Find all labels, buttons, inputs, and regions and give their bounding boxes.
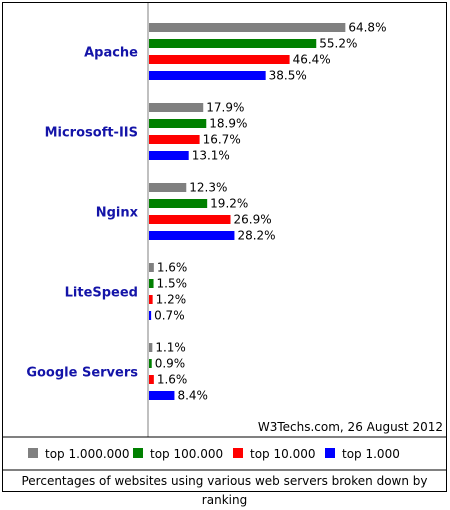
data-label: 0.9% — [155, 357, 186, 371]
bar — [149, 71, 266, 80]
bar — [149, 151, 189, 160]
data-label: 26.9% — [234, 213, 272, 227]
data-label: 1.6% — [157, 373, 188, 387]
bar — [149, 311, 152, 320]
bar — [149, 119, 207, 128]
bar — [149, 183, 187, 192]
data-label: 1.6% — [157, 261, 188, 275]
bar — [149, 135, 200, 144]
data-label: 0.7% — [154, 309, 185, 323]
bar — [149, 343, 153, 352]
data-label: 1.2% — [156, 293, 187, 307]
category-label: LiteSpeed — [65, 286, 138, 301]
bar — [149, 279, 154, 288]
chart-frame — [2, 2, 447, 492]
credit-text: W3Techs.com, 26 August 2012 — [258, 420, 443, 434]
chart-caption: Percentages of websites using various we… — [21, 474, 428, 507]
bar — [149, 295, 153, 304]
data-label: 17.9% — [206, 101, 244, 115]
data-label: 28.2% — [237, 229, 275, 243]
data-label: 1.1% — [155, 341, 186, 355]
bar — [149, 231, 235, 240]
data-label: 64.8% — [348, 21, 386, 35]
data-label: 19.2% — [210, 197, 248, 211]
bar — [149, 215, 231, 224]
data-label: 13.1% — [192, 149, 230, 163]
bar — [149, 39, 317, 48]
bar — [149, 199, 208, 208]
legend-swatch — [325, 448, 335, 458]
bar — [149, 375, 154, 384]
bar — [149, 103, 204, 112]
category-label: Microsoft-IIS — [45, 126, 138, 141]
legend-swatch — [133, 448, 143, 458]
chart: Apache 64.8% 55.2% 46.4% 38.5% Microsoft-IIS 1… — [3, 3, 446, 471]
data-label: 46.4% — [293, 53, 331, 67]
data-label: 8.4% — [177, 389, 208, 403]
category-label: Nginx — [96, 206, 139, 221]
category-label: Apache — [84, 46, 138, 61]
bar — [149, 263, 154, 272]
data-label: 38.5% — [269, 69, 307, 83]
data-label: 1.5% — [157, 277, 188, 291]
legend-label: top 1.000.000 — [45, 447, 130, 461]
legend-swatch — [28, 448, 38, 458]
data-label: 16.7% — [203, 133, 241, 147]
legend-label: top 100.000 — [150, 447, 223, 461]
legend-label: top 10.000 — [250, 447, 315, 461]
data-label: 18.9% — [209, 117, 247, 131]
bar — [149, 391, 175, 400]
data-label: 12.3% — [189, 181, 227, 195]
bar — [149, 55, 290, 64]
bar — [149, 359, 152, 368]
legend-label: top 1.000 — [342, 447, 400, 461]
legend: top 1.000.000 top 100.000 top 10.000 top 1.… — [3, 436, 446, 471]
category-label: Google Servers — [26, 366, 138, 381]
plot-area: Apache 64.8% 55.2% 46.4% 38.5% Microsoft-IIS 1… — [26, 3, 386, 437]
legend-swatch — [233, 448, 243, 458]
data-label: 55.2% — [319, 37, 357, 51]
bar — [149, 23, 346, 32]
